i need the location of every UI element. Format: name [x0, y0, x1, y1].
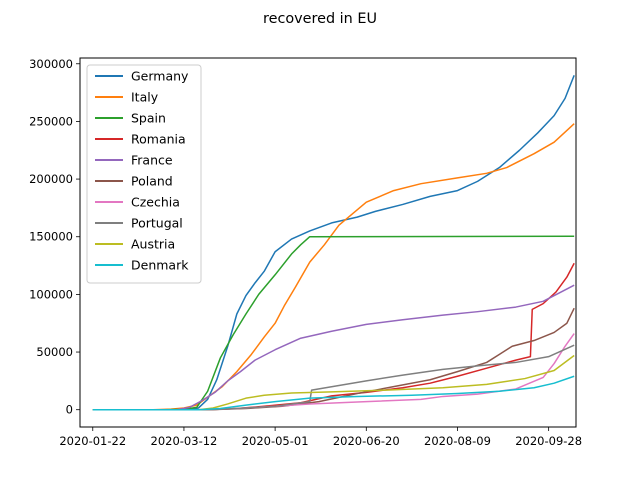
series-line-france [92, 284, 575, 411]
legend: Germany Italy Spain Romania France Poland Czec… [86, 64, 202, 284]
x-tick-label: 2020-09-28 [515, 434, 582, 448]
series-line-italy [92, 123, 575, 411]
y-tick-label: 50000 [36, 345, 73, 359]
x-tick-label: 2020-01-22 [59, 434, 126, 448]
series-line-spain [92, 235, 575, 411]
chart-title: recovered in EU [263, 11, 377, 27]
series-line-portugal [92, 344, 575, 411]
legend-label: Portugal [131, 216, 183, 231]
series-lines [92, 75, 575, 411]
y-tick-label: 100000 [29, 287, 73, 301]
series-line-denmark [92, 375, 575, 411]
plot-frame [79, 57, 577, 428]
legend-label: Poland [131, 174, 173, 189]
x-tick-label: 2020-06-20 [333, 434, 400, 448]
series-line-romania [92, 262, 575, 411]
legend-label: Romania [131, 132, 186, 147]
legend-label: Spain [131, 111, 166, 126]
legend-label: Denmark [131, 258, 189, 273]
y-tick-label: 300000 [29, 57, 73, 71]
y-tick-label: 250000 [29, 114, 73, 128]
series-line-austria [92, 354, 575, 411]
legend-label: Austria [131, 237, 175, 252]
series-line-germany [92, 75, 575, 411]
series-line-poland [92, 307, 575, 411]
legend-label: Germany [131, 69, 189, 84]
x-tick-label: 2020-03-12 [151, 434, 218, 448]
y-tick-label: 200000 [29, 172, 73, 186]
legend-label: France [131, 153, 173, 168]
x-tick-label: 2020-08-09 [424, 434, 491, 448]
y-axis: 0 50000 100000 150000 200000 250000 300000 [29, 57, 80, 417]
x-tick-label: 2020-05-01 [242, 434, 309, 448]
legend-label: Czechia [131, 195, 180, 210]
legend-label: Italy [131, 90, 159, 105]
y-tick-label: 0 [66, 403, 73, 417]
legend-box [86, 64, 202, 284]
y-tick-label: 150000 [29, 230, 73, 244]
x-axis: 2020-01-22 2020-03-12 2020-05-01 2020-06-20… [59, 427, 582, 448]
